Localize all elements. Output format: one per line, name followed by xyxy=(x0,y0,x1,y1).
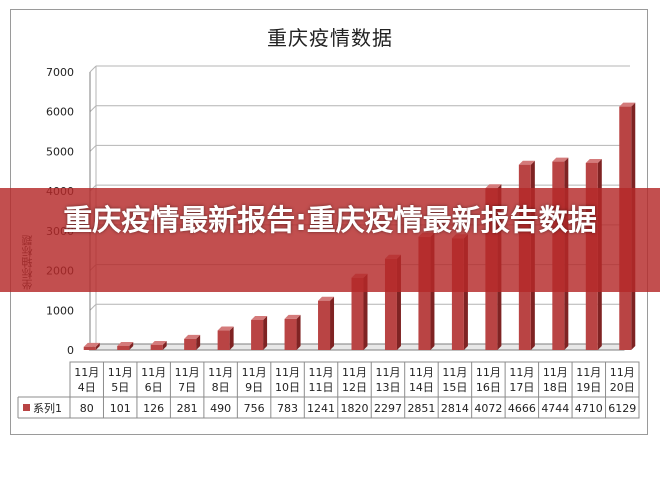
data-label: 756 xyxy=(244,402,265,415)
bar xyxy=(217,326,234,350)
bar-side xyxy=(363,273,368,350)
bar-front xyxy=(117,345,130,350)
data-label: 101 xyxy=(110,402,131,415)
x-tick-label: 11月 13日 xyxy=(375,366,400,394)
data-label: 2851 xyxy=(407,402,435,415)
x-tick-label: 11月 15日 xyxy=(442,366,467,394)
x-tick-label: 11月 4日 xyxy=(74,366,99,394)
bar xyxy=(251,315,268,350)
x-tick-label: 11月 6日 xyxy=(141,366,166,394)
bar-front xyxy=(150,344,163,350)
data-label: 2297 xyxy=(374,402,402,415)
bar-front xyxy=(284,318,297,350)
x-tick-label: 11月 9日 xyxy=(242,366,267,394)
legend-swatch xyxy=(23,404,30,411)
bar-top xyxy=(552,157,569,162)
bar xyxy=(83,342,100,350)
gridline-depth xyxy=(89,65,97,73)
data-label: 4710 xyxy=(575,402,603,415)
bar-top xyxy=(585,158,602,163)
bar-side xyxy=(129,341,134,350)
bar-top xyxy=(83,342,100,347)
bar-top xyxy=(217,326,234,331)
x-tick-label: 11月 11日 xyxy=(309,366,334,394)
bar-top xyxy=(518,160,535,165)
bar-side xyxy=(162,340,167,350)
bar-front xyxy=(251,319,264,350)
data-label: 4744 xyxy=(541,402,569,415)
gridline-depth xyxy=(89,145,97,152)
data-label: 281 xyxy=(177,402,198,415)
y-tick-label: 0 xyxy=(67,344,74,357)
x-tick-label: 11月 17日 xyxy=(509,366,534,394)
bar-side xyxy=(196,334,201,350)
headline-text: 重庆疫情最新报告:重庆疫情最新报告数据 xyxy=(63,203,597,237)
x-tick-label: 11月 7日 xyxy=(175,366,200,394)
bar-side xyxy=(330,296,335,350)
bar-side xyxy=(229,326,234,350)
x-tick-label: 11月 8日 xyxy=(208,366,233,394)
bar xyxy=(318,296,335,350)
y-tick-label: 1000 xyxy=(46,304,74,317)
bar-top xyxy=(150,340,167,345)
bar-front xyxy=(184,338,197,350)
bar-top xyxy=(619,102,636,107)
data-label: 4666 xyxy=(508,402,536,415)
x-tick-label: 11月 20日 xyxy=(610,366,635,394)
bar xyxy=(284,314,301,350)
headline-banner xyxy=(0,188,660,292)
x-tick-label: 11月 16日 xyxy=(476,366,501,394)
y-tick-label: 5000 xyxy=(46,145,74,158)
data-label: 1820 xyxy=(341,402,369,415)
data-label: 80 xyxy=(80,402,94,415)
bar-top xyxy=(251,315,268,320)
x-tick-label: 11月 12日 xyxy=(342,366,367,394)
chart-title: 重庆疫情数据 xyxy=(267,26,393,50)
bar-side xyxy=(95,342,100,350)
x-tick-label: 11月 14日 xyxy=(409,366,434,394)
data-label: 783 xyxy=(277,402,298,415)
x-tick-label: 11月 19日 xyxy=(576,366,601,394)
data-label: 490 xyxy=(210,402,231,415)
bar xyxy=(184,334,201,350)
bar-front xyxy=(351,277,364,350)
data-label: 2814 xyxy=(441,402,469,415)
bar-top xyxy=(184,334,201,339)
data-label: 4072 xyxy=(474,402,502,415)
bar-top xyxy=(485,184,502,189)
gridline-depth xyxy=(89,303,97,311)
x-tick-label: 11月 18日 xyxy=(543,366,568,394)
bar-front xyxy=(217,330,230,350)
data-label: 6129 xyxy=(608,402,636,415)
bar-top xyxy=(284,314,301,319)
gridline-depth xyxy=(89,105,97,113)
bar xyxy=(117,341,134,350)
data-label: 126 xyxy=(143,402,164,415)
x-tick-label: 11月 5日 xyxy=(108,366,133,394)
x-tick-label: 11月 10日 xyxy=(275,366,300,394)
bar-side xyxy=(296,314,301,350)
data-table: 11月 4日 11月 5日 11月 6日 11月 7日 11月 8日 11月 9日 11月 10日 11月 1… xyxy=(17,361,640,419)
y-tick-label: 7000 xyxy=(46,66,74,79)
data-label: 1241 xyxy=(307,402,335,415)
bar-front xyxy=(83,346,96,350)
bar-top xyxy=(117,341,134,346)
y-tick-label: 6000 xyxy=(46,106,74,119)
bar-top xyxy=(318,296,335,301)
bar xyxy=(150,340,167,350)
bar-front xyxy=(318,300,331,350)
legend-entry: 系列1 xyxy=(33,401,62,415)
bar-side xyxy=(263,315,268,350)
